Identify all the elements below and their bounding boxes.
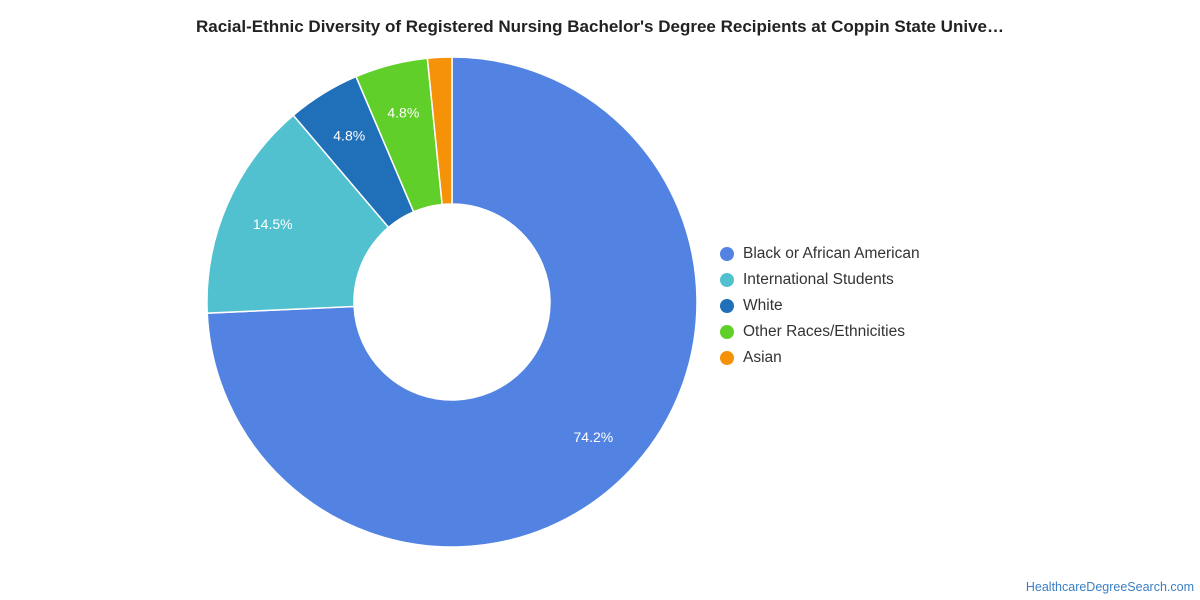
legend-swatch	[720, 325, 734, 339]
slice-asian[interactable]	[426, 56, 453, 206]
slice-label: 74.2%	[574, 429, 614, 445]
legend-swatch	[720, 351, 734, 365]
slice-label: 4.8%	[333, 128, 365, 144]
legend-label: Asian	[743, 349, 782, 366]
legend-item[interactable]: White	[720, 293, 920, 319]
legend-label: Black or African American	[743, 245, 920, 262]
legend-label: Other Races/Ethnicities	[743, 323, 905, 340]
legend-item[interactable]: Other Races/Ethnicities	[720, 319, 920, 345]
legend-swatch	[720, 247, 734, 261]
legend-label: White	[743, 297, 783, 314]
legend-label: International Students	[743, 271, 894, 288]
legend-swatch	[720, 299, 734, 313]
slice-label: 14.5%	[253, 216, 293, 232]
chart-title: Racial-Ethnic Diversity of Registered Nu…	[196, 17, 1004, 36]
chart-legend: Black or African American International S…	[720, 241, 920, 371]
legend-item[interactable]: Asian	[720, 345, 920, 371]
slice-international-students[interactable]	[206, 114, 390, 314]
source-link[interactable]: HealthcareDegreeSearch.com	[1025, 580, 1194, 594]
slice-label: 4.8%	[387, 105, 419, 121]
legend-swatch	[720, 273, 734, 287]
legend-item[interactable]: Black or African American	[720, 241, 920, 267]
legend-item[interactable]: International Students	[720, 267, 920, 293]
slice-black-or-african-american[interactable]	[206, 56, 698, 548]
